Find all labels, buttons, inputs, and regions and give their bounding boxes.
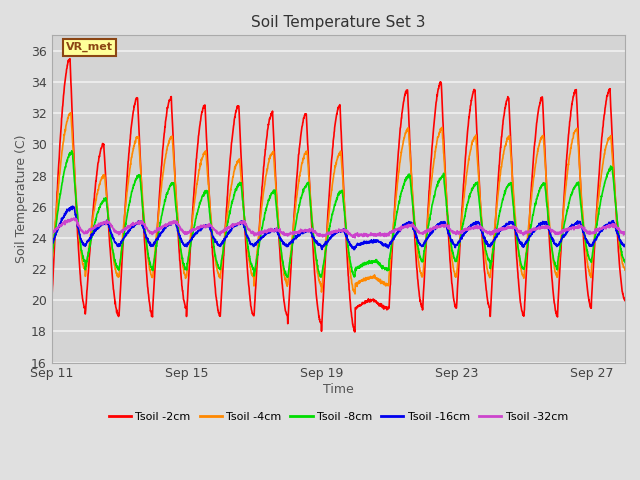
Tsoil -8cm	[364, 259, 371, 265]
Tsoil -32cm	[164, 222, 172, 228]
Tsoil -4cm	[172, 182, 179, 188]
Tsoil -4cm	[500, 149, 508, 155]
Legend: Tsoil -2cm, Tsoil -4cm, Tsoil -8cm, Tsoil -16cm, Tsoil -32cm: Tsoil -2cm, Tsoil -4cm, Tsoil -8cm, Tsoi…	[104, 408, 572, 426]
Tsoil -16cm	[69, 204, 77, 209]
Tsoil -16cm	[364, 240, 371, 246]
Line: Tsoil -32cm: Tsoil -32cm	[51, 218, 625, 238]
Tsoil -8cm	[68, 148, 76, 154]
Tsoil -32cm	[47, 231, 55, 237]
Tsoil -8cm	[621, 260, 629, 265]
Tsoil -32cm	[220, 227, 228, 232]
Tsoil -16cm	[621, 242, 629, 248]
Tsoil -32cm	[500, 227, 508, 233]
Tsoil -8cm	[47, 258, 55, 264]
Line: Tsoil -16cm: Tsoil -16cm	[51, 206, 625, 250]
Tsoil -32cm	[351, 235, 359, 241]
Tsoil -2cm	[220, 247, 228, 252]
Tsoil -8cm	[93, 212, 100, 217]
Tsoil -4cm	[67, 110, 75, 116]
Y-axis label: Soil Temperature (C): Soil Temperature (C)	[15, 135, 28, 263]
Tsoil -4cm	[351, 291, 359, 297]
Tsoil -4cm	[93, 192, 100, 198]
Tsoil -32cm	[621, 229, 629, 235]
Tsoil -4cm	[164, 143, 172, 149]
Tsoil -32cm	[172, 218, 179, 224]
Tsoil -8cm	[220, 242, 228, 248]
Tsoil -16cm	[47, 242, 55, 248]
Tsoil -8cm	[164, 189, 172, 194]
Tsoil -2cm	[66, 56, 74, 61]
Line: Tsoil -8cm: Tsoil -8cm	[51, 151, 625, 277]
Tsoil -32cm	[70, 216, 77, 221]
Tsoil -2cm	[47, 304, 55, 310]
Tsoil -16cm	[500, 223, 508, 229]
Tsoil -16cm	[350, 247, 358, 252]
Tsoil -2cm	[364, 300, 371, 305]
Tsoil -2cm	[351, 329, 359, 335]
Line: Tsoil -4cm: Tsoil -4cm	[51, 113, 625, 294]
Tsoil -16cm	[220, 237, 228, 242]
Tsoil -2cm	[500, 113, 508, 119]
Tsoil -32cm	[364, 233, 371, 239]
Tsoil -8cm	[500, 193, 508, 199]
Text: VR_met: VR_met	[66, 42, 113, 52]
Tsoil -16cm	[172, 219, 179, 225]
Tsoil -2cm	[172, 183, 179, 189]
Tsoil -16cm	[164, 222, 172, 228]
Tsoil -2cm	[164, 103, 172, 109]
Tsoil -32cm	[93, 224, 100, 229]
Tsoil -2cm	[621, 298, 629, 303]
Tsoil -4cm	[621, 267, 629, 273]
Tsoil -8cm	[284, 274, 292, 280]
X-axis label: Time: Time	[323, 383, 354, 396]
Line: Tsoil -2cm: Tsoil -2cm	[51, 59, 625, 332]
Tsoil -8cm	[172, 201, 179, 206]
Title: Soil Temperature Set 3: Soil Temperature Set 3	[251, 15, 426, 30]
Tsoil -4cm	[364, 276, 371, 281]
Tsoil -4cm	[47, 266, 55, 272]
Tsoil -2cm	[93, 172, 100, 178]
Tsoil -16cm	[93, 226, 100, 232]
Tsoil -4cm	[220, 237, 228, 243]
